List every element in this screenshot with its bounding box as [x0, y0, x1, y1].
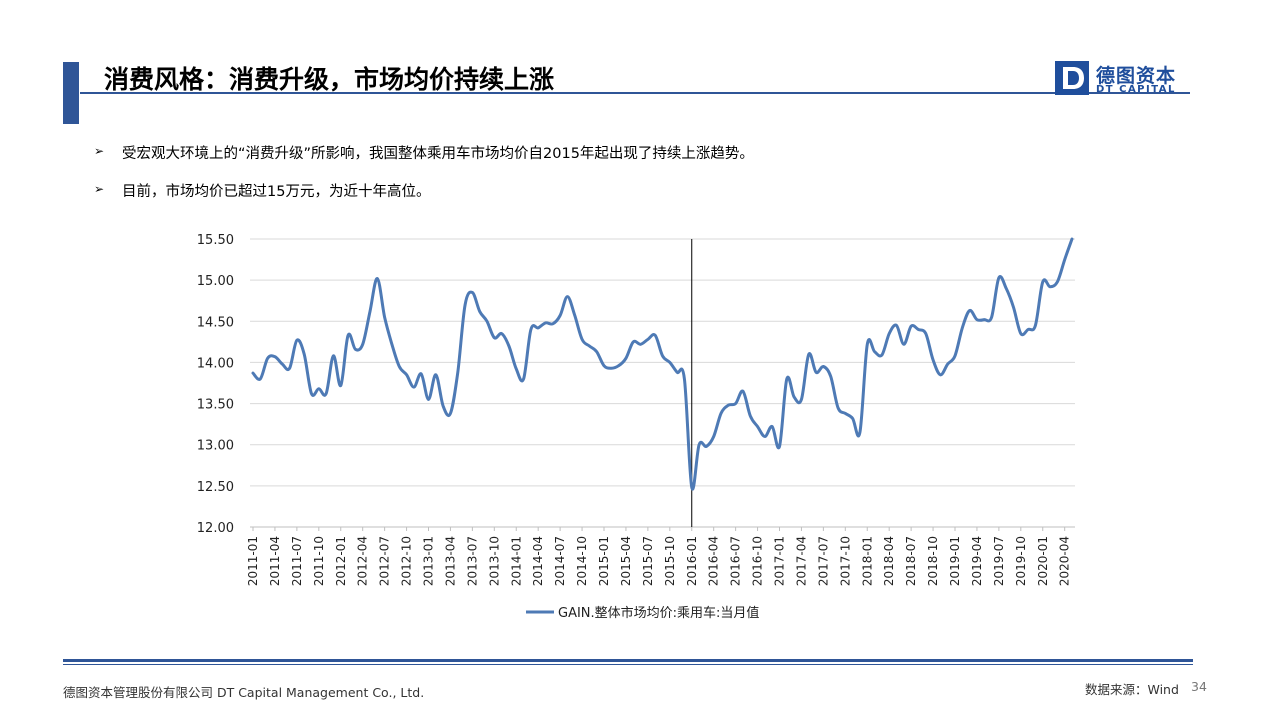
x-tick-label: 2020-04	[1058, 536, 1072, 586]
y-tick-label: 15.50	[197, 233, 234, 248]
x-tick-label: 2016-04	[707, 536, 721, 586]
x-tick-label: 2016-01	[685, 536, 699, 586]
bullet-text: 受宏观大环境上的“消费升级”所影响，我国整体乘用车市场均价自2015年起出现了持…	[122, 146, 754, 162]
x-tick-label: 2015-10	[663, 536, 677, 586]
x-tick-label: 2018-04	[882, 536, 896, 586]
x-tick-label: 2018-07	[904, 536, 918, 586]
footer-divider-thin	[63, 664, 1193, 665]
x-tick-label: 2017-07	[816, 536, 830, 586]
x-tick-label: 2013-01	[422, 536, 436, 586]
y-tick-label: 15.00	[197, 274, 234, 289]
title-accent-bar	[63, 62, 79, 124]
x-tick-label: 2015-07	[641, 536, 655, 586]
x-tick-label: 2018-01	[860, 536, 874, 586]
x-tick-label: 2019-01	[948, 536, 962, 586]
x-tick-label: 2018-10	[926, 536, 940, 586]
x-tick-label: 2012-01	[334, 536, 348, 586]
x-tick-label: 2012-07	[378, 536, 392, 586]
x-tick-label: 2015-04	[619, 536, 633, 586]
x-tick-label: 2014-07	[553, 536, 567, 586]
y-tick-label: 12.50	[197, 480, 234, 495]
y-tick-label: 14.00	[197, 356, 234, 371]
logo-text-en: DT CAPITAL	[1096, 84, 1176, 95]
x-tick-label: 2013-07	[465, 536, 479, 586]
y-tick-label: 13.50	[197, 398, 234, 413]
x-tick-label: 2011-07	[290, 536, 304, 586]
title-underline	[80, 92, 1190, 94]
arrow-bullet-icon: ➢	[94, 182, 105, 196]
y-tick-label: 13.00	[197, 439, 234, 454]
x-tick-label: 2013-04	[443, 536, 457, 586]
legend-label: GAIN.整体市场均价:乘用车:当月值	[558, 605, 759, 621]
page-number: 34	[1191, 679, 1207, 694]
x-tick-label: 2013-10	[487, 536, 501, 586]
x-tick-label: 2020-01	[1036, 536, 1050, 586]
x-tick-label: 2019-07	[992, 536, 1006, 586]
x-tick-label: 2014-01	[509, 536, 523, 586]
x-tick-label: 2015-01	[597, 536, 611, 586]
series-line	[251, 237, 1074, 491]
x-tick-label: 2017-10	[838, 536, 852, 586]
arrow-bullet-icon: ➢	[94, 144, 105, 158]
logo-d-icon	[1055, 61, 1089, 95]
y-tick-label: 12.00	[197, 521, 234, 536]
footer-divider-thick	[63, 659, 1193, 662]
x-tick-label: 2016-10	[751, 536, 765, 586]
data-source: 数据来源：Wind	[1085, 682, 1179, 697]
x-tick-label: 2019-10	[1014, 536, 1028, 586]
page-title: 消费风格：消费升级，市场均价持续上涨	[104, 65, 555, 94]
x-tick-label: 2014-10	[575, 536, 589, 586]
y-tick-label: 14.50	[197, 315, 234, 330]
x-tick-label: 2017-04	[794, 536, 808, 586]
x-tick-label: 2016-07	[729, 536, 743, 586]
footer-company: 德图资本管理股份有限公司 DT Capital Management Co., …	[63, 685, 425, 700]
x-tick-label: 2011-01	[246, 536, 260, 586]
x-tick-label: 2012-04	[356, 536, 370, 586]
x-tick-label: 2012-10	[400, 536, 414, 586]
x-tick-label: 2017-01	[773, 536, 787, 586]
x-tick-label: 2019-04	[970, 536, 984, 586]
logo-text-cn: 德图资本	[1096, 65, 1177, 87]
x-tick-label: 2011-04	[268, 536, 282, 586]
x-tick-label: 2011-10	[312, 536, 326, 586]
x-tick-label: 2014-04	[531, 536, 545, 586]
company-logo: 德图资本 DT CAPITAL	[1055, 61, 1181, 97]
bullet-text: 目前，市场均价已超过15万元，为近十年高位。	[122, 184, 431, 200]
